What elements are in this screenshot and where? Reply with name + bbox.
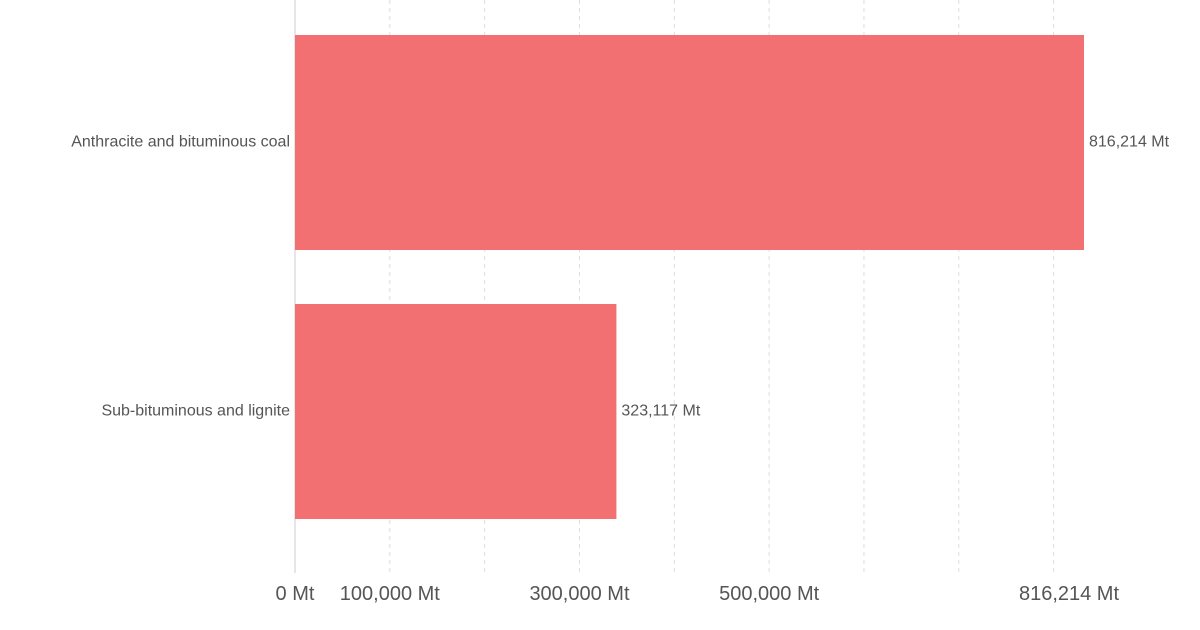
x-tick-label-0: 0 Mt [276, 583, 315, 605]
value-label-0: 816,214 Mt [1089, 134, 1170, 151]
x-tick-label-2: 300,000 Mt [529, 583, 630, 605]
bars [295, 35, 1084, 519]
x-axis-ticks: 0 Mt 100,000 Mt 300,000 Mt 500,000 Mt 816,21… [276, 583, 1120, 605]
value-label-1: 323,117 Mt [621, 403, 700, 420]
bar-0 [295, 35, 1084, 250]
category-label-0: Anthracite and bituminous coal [71, 134, 290, 151]
labels: Anthracite and bituminous coal 816,214 Mt… [71, 134, 1169, 420]
bar-1 [295, 304, 617, 519]
x-tick-label-4: 816,214 Mt [1019, 583, 1120, 605]
x-tick-label-3: 500,000 Mt [719, 583, 820, 605]
category-label-1: Sub-bituminous and lignite [101, 403, 290, 420]
x-tick-label-1: 100,000 Mt [340, 583, 441, 605]
